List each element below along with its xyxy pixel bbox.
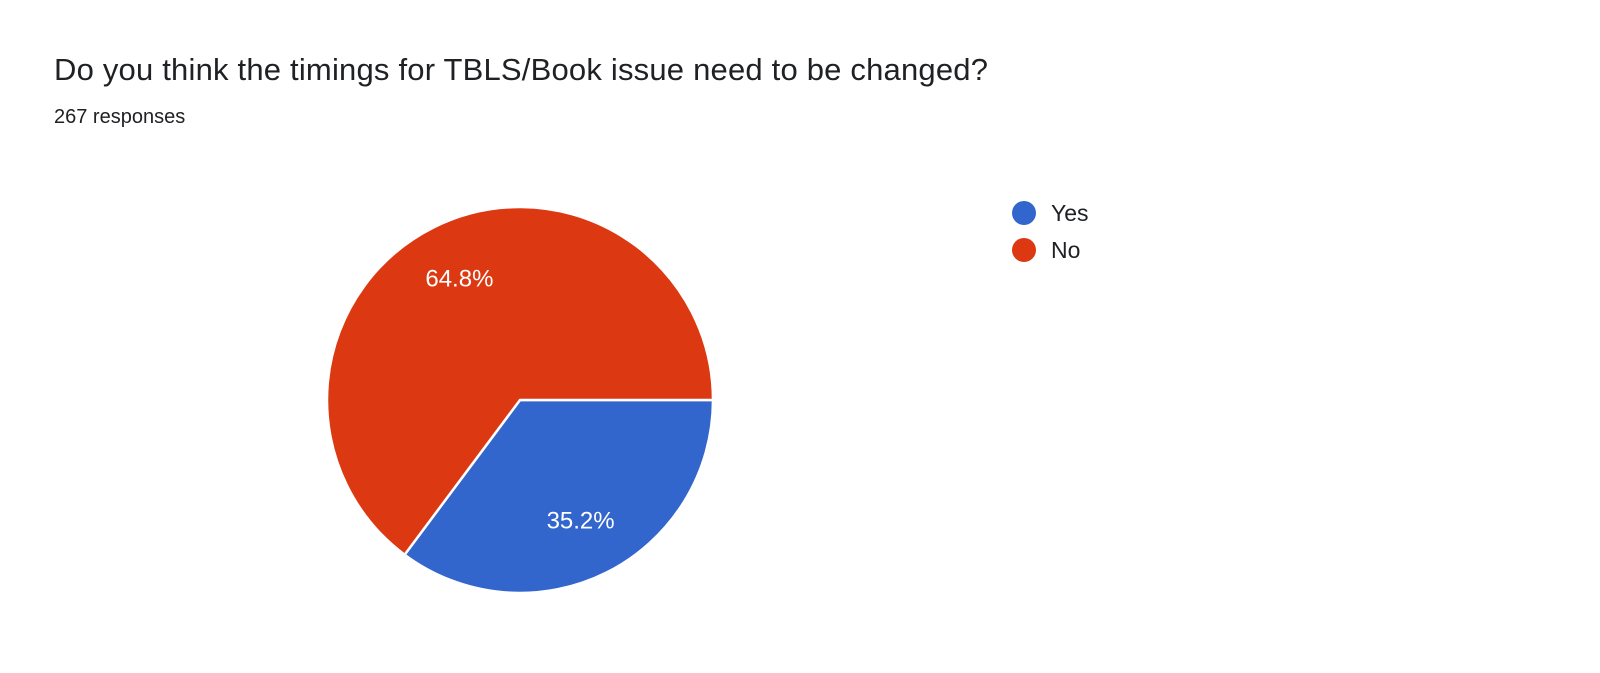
slice-label-yes: 35.2% <box>547 507 615 534</box>
pie-slice-yes[interactable] <box>403 398 715 595</box>
legend-item-no: No <box>1012 238 1089 262</box>
responses-count: 267 responses <box>54 106 186 128</box>
legend-item-yes: Yes <box>1012 201 1089 225</box>
pie-chart: 35.2% 64.8% <box>325 205 715 595</box>
question-title: Do you think the timings for TBLS/Book i… <box>54 52 989 87</box>
legend-color-dot-yes <box>1012 201 1036 225</box>
legend-color-dot-no <box>1012 238 1036 262</box>
slice-label-no: 64.8% <box>425 266 493 293</box>
legend-label-yes: Yes <box>1051 200 1089 226</box>
legend-label-no: No <box>1051 237 1081 263</box>
pie-slice-no[interactable] <box>325 205 715 556</box>
legend: Yes No <box>1012 201 1089 262</box>
